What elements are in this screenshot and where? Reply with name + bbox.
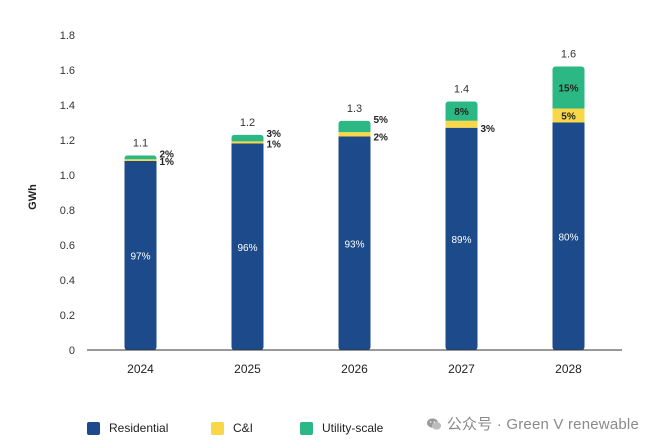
- y-tick-label: 1.6: [60, 65, 75, 77]
- legend-swatch-ci: [211, 421, 224, 435]
- y-tick-label: 0: [69, 345, 75, 357]
- total-label: 1.3: [347, 103, 362, 115]
- segment-label: 3%: [481, 124, 496, 135]
- total-label: 1.6: [561, 49, 576, 61]
- total-label: 1.4: [454, 84, 469, 96]
- bar-segment-residential-2024: [124, 161, 157, 350]
- wechat-icon: [426, 417, 441, 430]
- y-tick-label: 0.8: [60, 205, 75, 217]
- x-tick-label: 2028: [555, 362, 582, 376]
- segment-label: 3%: [267, 129, 282, 140]
- segment-label: 8%: [454, 107, 469, 118]
- bar-stack-2025: [231, 134, 264, 350]
- bar-segment-utility-scale-2028: [552, 66, 585, 109]
- bar-segment-c-i-2028: [552, 108, 585, 123]
- bar-segment-residential-2028: [552, 122, 585, 350]
- segment-label: 15%: [558, 84, 578, 95]
- bar-segment-utility-scale-2026: [338, 120, 371, 133]
- segment-label: 97%: [130, 252, 150, 263]
- x-tick-label: 2025: [234, 362, 261, 376]
- segment-label: 96%: [237, 243, 257, 254]
- legend-item-residential: Residential: [87, 421, 168, 435]
- bar-stack-2028: [552, 66, 585, 350]
- segment-label: 1%: [267, 140, 282, 151]
- legend-item-ci: C&I: [211, 421, 253, 435]
- x-tick-label: 2027: [448, 362, 475, 376]
- segment-label: 93%: [344, 239, 364, 250]
- segment-label: 2%: [160, 149, 175, 160]
- bar-segment-c-i-2027: [445, 120, 478, 128]
- x-tick-label: 2026: [341, 362, 368, 376]
- legend-label-ci: C&I: [233, 421, 254, 435]
- y-tick-label: 0.2: [60, 310, 75, 322]
- segment-label: 89%: [451, 235, 471, 246]
- bar-segment-residential-2025: [231, 143, 264, 350]
- y-tick-label: 1.8: [60, 30, 75, 42]
- segment-label: 1%: [160, 157, 175, 168]
- legend-item-utility-scale: Utility-scale: [300, 421, 383, 435]
- legend-label-residential: Residential: [109, 421, 169, 435]
- bar-stack-2026: [338, 120, 371, 350]
- x-tick-label: 2024: [127, 362, 154, 376]
- bar-segment-residential-2026: [338, 136, 371, 350]
- watermark: 公众号 · Green V renewable: [426, 413, 639, 434]
- legend-swatch-residential: [87, 421, 100, 435]
- segment-label: 80%: [558, 232, 578, 243]
- y-tick-label: 0.4: [60, 275, 75, 287]
- segment-label: 2%: [374, 133, 389, 144]
- total-label: 1.2: [240, 117, 255, 129]
- bar-segment-residential-2027: [445, 127, 478, 350]
- bar-stack-2027: [445, 101, 478, 350]
- bar-segment-utility-scale-2027: [445, 101, 478, 121]
- bar-stack-2024: [124, 155, 157, 350]
- y-tick-label: 1.4: [60, 100, 75, 112]
- y-tick-label: 0.6: [60, 240, 75, 252]
- bar-segment-c-i-2024: [124, 159, 157, 161]
- bar-segment-utility-scale-2025: [231, 134, 264, 142]
- segment-label: 5%: [374, 115, 389, 126]
- bar-segment-utility-scale-2024: [124, 155, 157, 160]
- legend-swatch-utility-scale: [300, 421, 313, 435]
- segment-label: 5%: [561, 112, 576, 123]
- bar-segment-c-i-2025: [231, 141, 264, 144]
- legend-label-utility-scale: Utility-scale: [322, 421, 384, 435]
- y-tick-label: 1.2: [60, 135, 75, 147]
- y-tick-label: 1.0: [60, 170, 75, 182]
- bar-segment-c-i-2026: [338, 132, 371, 137]
- y-axis-title: GWh: [27, 184, 39, 210]
- watermark-text: 公众号 · Green V renewable: [446, 416, 639, 433]
- total-label: 1.1: [133, 137, 148, 149]
- legend: Residential C&I Utility-scale: [0, 421, 663, 441]
